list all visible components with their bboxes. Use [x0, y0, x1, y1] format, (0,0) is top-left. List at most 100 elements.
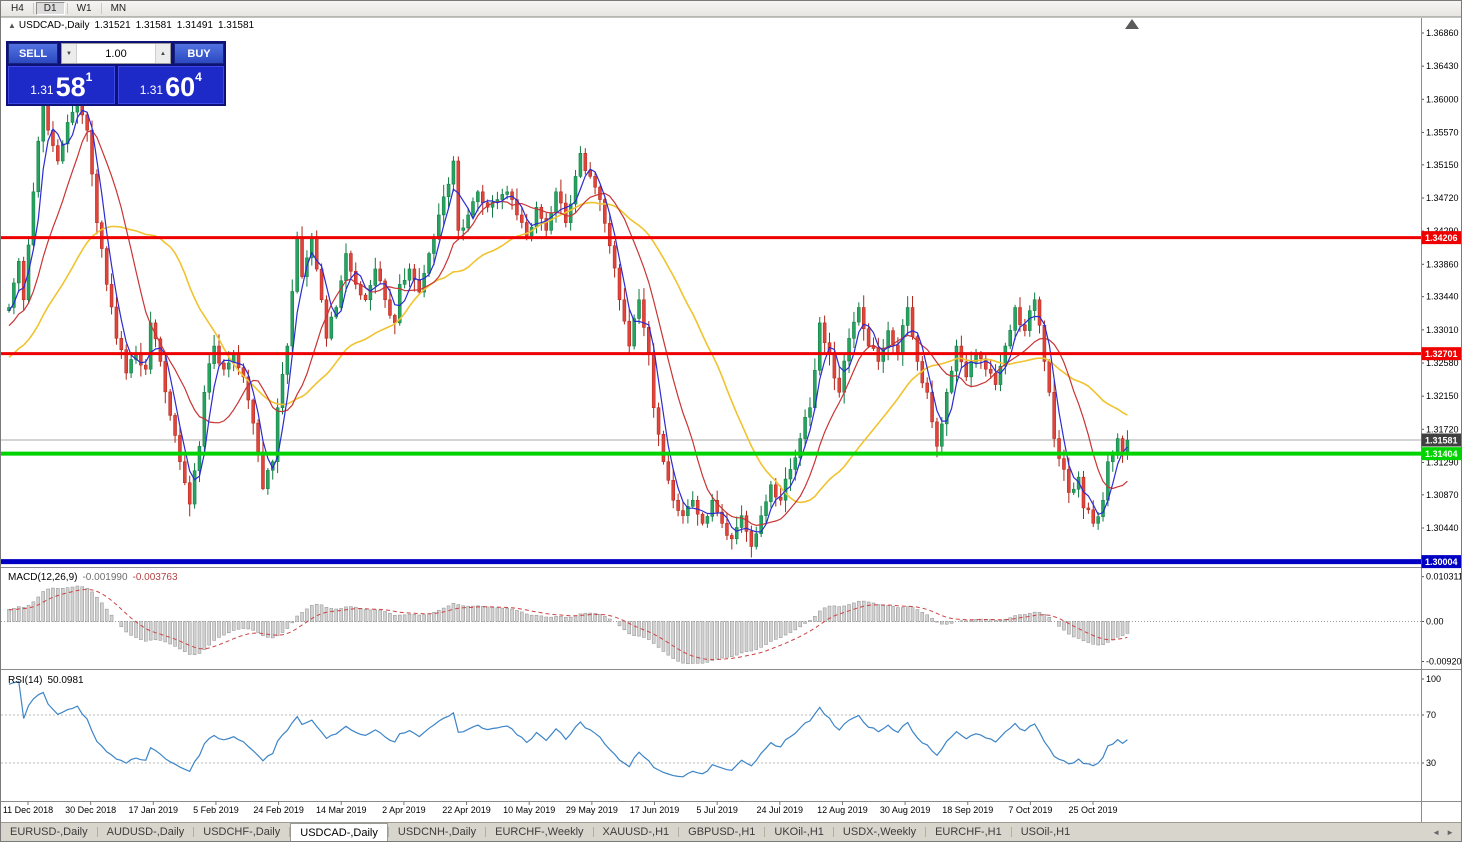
volume-value[interactable]: 1.00: [105, 47, 127, 60]
svg-text:24 Jul 2019: 24 Jul 2019: [757, 805, 804, 815]
macd-pane: [1, 585, 1421, 664]
svg-text:5 Feb 2019: 5 Feb 2019: [193, 805, 239, 815]
svg-text:7 Oct 2019: 7 Oct 2019: [1008, 805, 1052, 815]
buy-button[interactable]: BUY: [174, 43, 224, 64]
moving-average-lines: [8, 109, 1128, 533]
chevron-up-icon: ▲: [160, 50, 166, 57]
chart-tab-eurchf-h1[interactable]: EURCHF-,H1: [935, 826, 1002, 838]
tab-separator: [1010, 827, 1012, 837]
rsi-pane: [1, 680, 1421, 778]
svg-text:1.30870: 1.30870: [1426, 490, 1459, 500]
svg-text:1.31404: 1.31404: [1425, 449, 1458, 459]
tab-separator: [832, 827, 834, 837]
svg-text:1.33860: 1.33860: [1426, 259, 1459, 269]
svg-text:1.30440: 1.30440: [1426, 523, 1459, 533]
chart-tab-usoil-h1[interactable]: USOil-,H1: [1020, 826, 1071, 838]
svg-text:1.33010: 1.33010: [1426, 325, 1459, 335]
toolbar-separator: [66, 3, 68, 14]
svg-text:12 Aug 2019: 12 Aug 2019: [817, 805, 868, 815]
sell-price-pip-digit: 1: [85, 70, 93, 84]
macd-signal-value: -0.003763: [132, 572, 178, 583]
svg-text:0.010311: 0.010311: [1426, 572, 1462, 582]
macd-indicator-label: MACD(12,26,9) -0.001990 -0.003763: [8, 572, 178, 583]
chart-tab-gbpusd-h1[interactable]: GBPUSD-,H1: [688, 826, 756, 838]
svg-text:24 Feb 2019: 24 Feb 2019: [253, 805, 304, 815]
buy-price-big-digits: 60: [165, 72, 196, 102]
svg-text:100: 100: [1426, 674, 1441, 684]
tab-separator: [193, 827, 195, 837]
pane-separators: [1, 17, 1461, 823]
svg-text:1.32150: 1.32150: [1426, 391, 1459, 401]
svg-text:0.00: 0.00: [1426, 617, 1444, 627]
tab-separator: [289, 827, 291, 837]
chart-shift-marker: [1125, 19, 1139, 29]
svg-text:30: 30: [1426, 758, 1436, 768]
sell-price-big-digits: 58: [55, 72, 86, 102]
buy-price-pip-digit: 4: [195, 70, 202, 84]
svg-text:17 Jan 2019: 17 Jan 2019: [129, 805, 179, 815]
one-click-trading-panel: SELL ▼ 1.00 ▲ BUY 1.31 58 1 1.31 60 4: [6, 41, 226, 106]
svg-text:1.34720: 1.34720: [1426, 193, 1459, 203]
svg-text:30 Aug 2019: 30 Aug 2019: [880, 805, 931, 815]
ohlc-high: 1.31581: [135, 20, 172, 31]
ohlc-open: 1.31521: [94, 20, 131, 31]
chart-tab-bar: EURUSD-,Daily AUDUSD-,Daily USDCHF-,Daily U…: [1, 822, 1461, 841]
chart-tab-usdcnh-daily[interactable]: USDCNH-,Daily: [397, 826, 477, 838]
timeframe-button-mn[interactable]: MN: [110, 3, 127, 14]
sell-price-display[interactable]: 1.31 58 1: [8, 66, 115, 104]
ohlc-close: 1.31581: [217, 20, 255, 31]
ohlc-low: 1.31491: [176, 20, 213, 31]
volume-field[interactable]: ▼ 1.00 ▲: [61, 43, 171, 64]
one-click-toggle-icon[interactable]: ▲: [8, 21, 16, 30]
timeframe-button-d1[interactable]: D1: [35, 2, 65, 15]
chart-tab-eurchf-weekly[interactable]: EURCHF-,Weekly: [495, 826, 584, 838]
rsi-indicator-label: RSI(14) 50.0981: [8, 675, 84, 686]
toolbar-separator: [100, 3, 102, 14]
volume-increase-button[interactable]: ▲: [155, 44, 170, 63]
svg-text:1.32701: 1.32701: [1425, 349, 1458, 359]
chart-tab-audusd-daily[interactable]: AUDUSD-,Daily: [106, 826, 185, 838]
svg-text:1.31581: 1.31581: [1425, 436, 1458, 446]
chart-tab-usdchf-daily[interactable]: USDCHF-,Daily: [203, 826, 281, 838]
svg-text:1.35150: 1.35150: [1426, 160, 1459, 170]
chart-tab-usdcad-daily[interactable]: USDCAD-,Daily: [290, 823, 388, 841]
timeframe-button-w1[interactable]: W1: [76, 3, 92, 14]
svg-text:1.33440: 1.33440: [1426, 292, 1459, 302]
svg-text:30 Dec 2018: 30 Dec 2018: [65, 805, 116, 815]
svg-text:1.36860: 1.36860: [1426, 28, 1459, 38]
svg-text:18 Sep 2019: 18 Sep 2019: [942, 805, 993, 815]
svg-text:1.36000: 1.36000: [1426, 94, 1459, 104]
svg-text:1.35570: 1.35570: [1426, 127, 1459, 137]
svg-text:70: 70: [1426, 710, 1436, 720]
chart-tab-xauusd-h1[interactable]: XAUUSD-,H1: [602, 826, 670, 838]
macd-name: MACD(12,26,9): [8, 572, 78, 583]
buy-price-prefix: 1.31: [139, 83, 164, 97]
chart-tab-eurusd-daily[interactable]: EURUSD-,Daily: [10, 826, 88, 838]
buy-price-display[interactable]: 1.31 60 4: [117, 66, 224, 104]
chart-tab-usdx-weekly[interactable]: USDX-,Weekly: [842, 826, 917, 838]
svg-text:29 May 2019: 29 May 2019: [566, 805, 618, 815]
date-axis: 11 Dec 2018 30 Dec 2018 17 Jan 2019 5 Feb 2…: [3, 801, 1118, 815]
chart-tab-ukoil-h1[interactable]: UKOil-,H1: [774, 826, 824, 838]
timeframe-button-h4[interactable]: H4: [11, 3, 24, 14]
sell-price-prefix: 1.31: [30, 83, 54, 97]
svg-text:22 Apr 2019: 22 Apr 2019: [442, 805, 491, 815]
volume-decrease-button[interactable]: ▼: [62, 44, 77, 63]
sell-button[interactable]: SELL: [8, 43, 58, 64]
svg-text:1.34206: 1.34206: [1425, 233, 1458, 243]
candles-layer: [7, 83, 1130, 558]
tab-separator: [387, 827, 389, 837]
tab-scroll-left-icon[interactable]: ◄: [1432, 827, 1441, 837]
svg-text:1.31290: 1.31290: [1426, 457, 1459, 467]
tab-separator: [592, 827, 594, 837]
toolbar-separator: [32, 3, 34, 14]
svg-text:14 Mar 2019: 14 Mar 2019: [316, 805, 367, 815]
tab-scroll-right-icon[interactable]: ►: [1446, 827, 1454, 837]
svg-text:1.36430: 1.36430: [1426, 61, 1459, 71]
tab-separator: [925, 827, 927, 837]
level-lines: 1.34206 1.32701 1.31404 1.30004: [1, 231, 1461, 569]
svg-text:25 Oct 2019: 25 Oct 2019: [1069, 805, 1118, 815]
svg-text:1.32580: 1.32580: [1426, 358, 1459, 368]
